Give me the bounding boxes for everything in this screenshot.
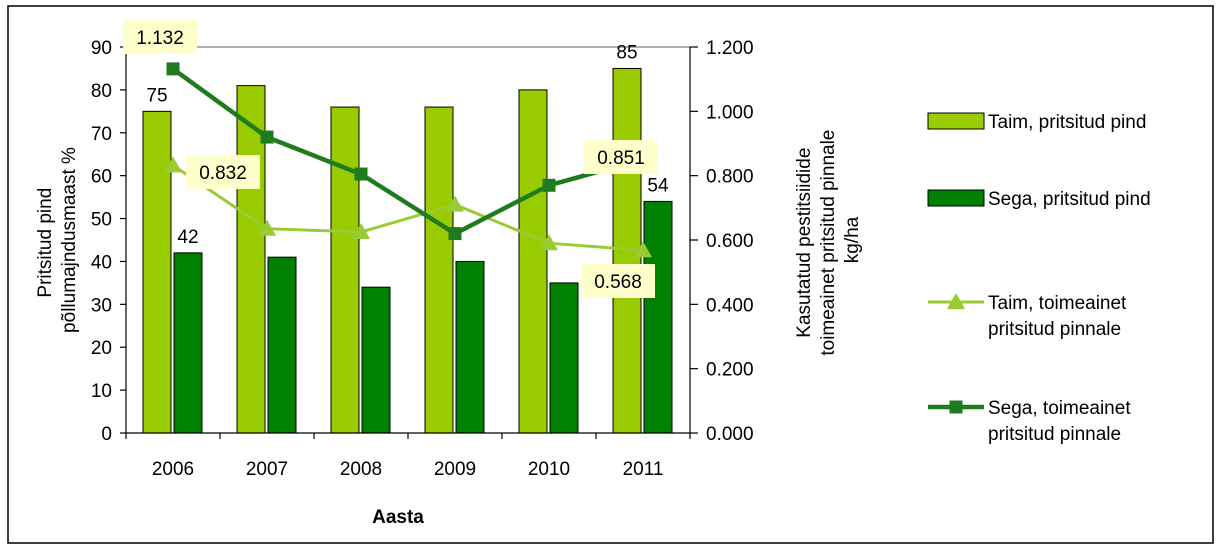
x-axis-title: Aasta bbox=[372, 507, 424, 528]
legend-label: Taim, pritsitud pind bbox=[988, 112, 1146, 133]
line-data-label-box bbox=[123, 20, 197, 54]
y-tick-left-label: 50 bbox=[91, 210, 112, 231]
y-axis-left-title-line-2: põllumajndusmaast % bbox=[59, 147, 80, 333]
legend-label-line: pritsitud pinnale bbox=[988, 424, 1121, 445]
bar-sega-2010 bbox=[549, 282, 579, 434]
bar-sega-2011 bbox=[643, 200, 673, 434]
y-tick-left-label: 40 bbox=[91, 252, 112, 273]
y-tick-left-label: 20 bbox=[91, 338, 112, 359]
y-tick-left-label: 60 bbox=[91, 167, 112, 188]
legend-label: Taim, toimeainet pritsitud pinnale bbox=[988, 293, 1127, 340]
y-axis-right-title: Kasutatud pestitsiidide toimeainet prits… bbox=[794, 124, 863, 355]
line-data-label: 0.832 bbox=[199, 163, 247, 184]
marker-taim-2007 bbox=[258, 219, 276, 236]
bar-taim-2008 bbox=[330, 106, 360, 434]
y-tick-left-label: 80 bbox=[91, 81, 112, 102]
bars-layer bbox=[142, 67, 673, 434]
y-axis-right-title-line-3: kg/ha bbox=[842, 216, 863, 263]
y-tick-right-label: 0.600 bbox=[706, 231, 754, 252]
y-tick-left-label: 0 bbox=[101, 424, 112, 445]
marker-taim-2009 bbox=[446, 195, 464, 212]
data-labels-layer: 75 85 42 54 1.132 0.832 0.851 0.568 bbox=[123, 20, 669, 298]
line-data-label-box bbox=[186, 155, 260, 189]
legend-label-line: pritsitud pinnale bbox=[988, 319, 1121, 340]
y-axis-right-title-line-2: toimeainet pritsitud pinnale bbox=[818, 130, 839, 356]
y-axis-left-title: Pritsitud pind põllumajndusmaast % bbox=[35, 147, 80, 333]
legend-swatch bbox=[927, 189, 985, 207]
marker-taim-2008 bbox=[352, 222, 370, 239]
x-tick-label: 2009 bbox=[434, 459, 476, 480]
line-data-label-box bbox=[581, 264, 655, 298]
marker-sega-2010 bbox=[542, 178, 556, 192]
line-taim-toimeainet bbox=[172, 164, 644, 252]
x-tick-label: 2011 bbox=[623, 459, 664, 480]
bar-sega-2009 bbox=[455, 260, 485, 434]
legend-label: Sega, toimeainet pritsitud pinnale bbox=[988, 398, 1131, 445]
y-tick-right-label: 0.000 bbox=[706, 424, 754, 445]
bar-taim-2010 bbox=[518, 89, 548, 434]
legend-label-line: Taim, toimeainet bbox=[988, 293, 1127, 314]
y-tick-right-label: 0.800 bbox=[706, 167, 754, 188]
marker-sega-2008 bbox=[354, 167, 368, 181]
bar-data-label: 54 bbox=[647, 175, 669, 196]
bar-data-label: 85 bbox=[616, 42, 637, 63]
axes-layer: 0 10 20 30 40 50 60 70 80 90 0.000 0.200 0.400 0.600 0… bbox=[91, 38, 754, 480]
y-axis-right-title-line-1: Kasutatud pestitsiidide bbox=[794, 148, 815, 338]
marker-taim-2010 bbox=[540, 234, 558, 251]
x-tick-label: 2008 bbox=[340, 459, 382, 480]
x-tick-label: 2006 bbox=[152, 459, 194, 480]
bar-taim-2009 bbox=[424, 106, 454, 434]
y-axis-left-title-line-1: Pritsitud pind bbox=[35, 188, 56, 298]
legend-marker-triangle bbox=[947, 293, 965, 309]
marker-taim-2011 bbox=[634, 241, 652, 258]
legend: Taim, pritsitud pind Sega, pritsitud pind… bbox=[927, 112, 1151, 445]
line-data-label: 1.132 bbox=[136, 28, 184, 49]
y-tick-right-label: 1.000 bbox=[706, 102, 754, 123]
marker-taim-2006 bbox=[164, 156, 182, 173]
bar-taim-2006 bbox=[142, 110, 172, 434]
y-tick-left-label: 30 bbox=[91, 295, 112, 316]
legend-label-line: Sega, toimeainet bbox=[988, 398, 1131, 419]
bar-sega-2008 bbox=[361, 286, 391, 434]
bar-sega-2007 bbox=[267, 256, 297, 434]
y-tick-right-label: 1.200 bbox=[706, 38, 754, 59]
x-tick-label: 2010 bbox=[528, 459, 570, 480]
legend-marker-square bbox=[949, 400, 963, 414]
bar-data-label: 42 bbox=[177, 227, 198, 248]
line-sega-toimeainet bbox=[171, 67, 644, 237]
line-data-label: 0.851 bbox=[597, 148, 645, 169]
line-data-label-box bbox=[584, 140, 658, 174]
y-tick-right-label: 0.200 bbox=[706, 360, 754, 381]
marker-sega-2007 bbox=[260, 130, 274, 144]
legend-swatch bbox=[927, 112, 985, 130]
y-tick-right-label: 0.400 bbox=[706, 295, 754, 316]
legend-label: Sega, pritsitud pind bbox=[988, 189, 1151, 210]
line-data-label: 0.568 bbox=[594, 272, 642, 293]
bar-data-label: 75 bbox=[146, 85, 167, 106]
y-tick-left-label: 70 bbox=[91, 124, 112, 145]
x-tick-label: 2007 bbox=[246, 459, 288, 480]
bar-sega-2006 bbox=[173, 252, 203, 434]
marker-sega-2006 bbox=[166, 62, 180, 76]
marker-sega-2009 bbox=[448, 227, 462, 241]
y-tick-left-label: 10 bbox=[91, 381, 112, 402]
y-tick-left-label: 90 bbox=[91, 38, 112, 59]
